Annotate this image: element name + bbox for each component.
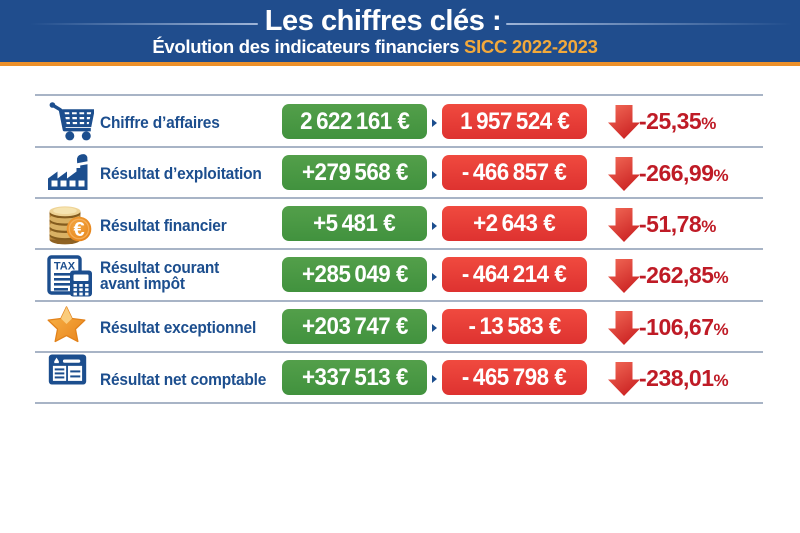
svg-text:TAX: TAX [54, 261, 76, 273]
svg-text:€: € [73, 219, 84, 241]
